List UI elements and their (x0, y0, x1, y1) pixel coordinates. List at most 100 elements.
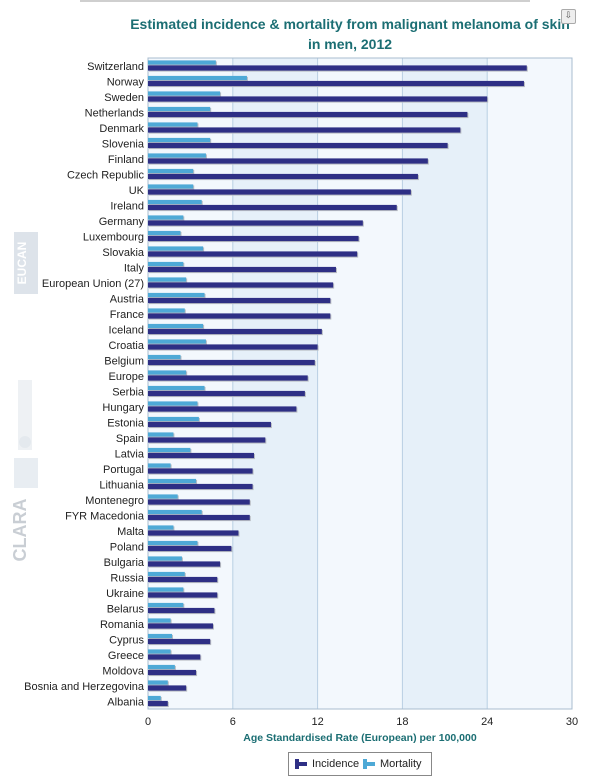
bar-incidence[interactable] (148, 685, 187, 691)
incidence-swatch-icon (295, 759, 307, 769)
legend-item-incidence[interactable]: Incidence (295, 757, 359, 771)
legend-item-mortality[interactable]: Mortality (363, 757, 422, 771)
bar-incidence[interactable] (148, 499, 250, 505)
bar-incidence[interactable] (148, 545, 232, 552)
bar-incidence[interactable] (148, 576, 218, 583)
bar-mortality[interactable] (148, 525, 174, 530)
bar-incidence[interactable] (148, 204, 397, 211)
bar-mortality[interactable] (148, 664, 175, 670)
bar-incidence[interactable] (148, 297, 331, 304)
bar-mortality[interactable] (148, 680, 168, 685)
bar-mortality[interactable] (148, 416, 199, 422)
bar-incidence[interactable] (148, 561, 221, 567)
bar-incidence[interactable] (148, 592, 218, 598)
bar-mortality[interactable] (148, 370, 187, 375)
bar-incidence[interactable] (148, 452, 254, 459)
bar-mortality[interactable] (148, 246, 204, 251)
bar-mortality[interactable] (148, 618, 171, 623)
bar-incidence[interactable] (148, 421, 271, 428)
category-label: Serbia (112, 386, 145, 398)
bar-incidence[interactable] (148, 266, 336, 273)
category-label: Czech Republic (67, 169, 145, 181)
bar-incidence[interactable] (148, 127, 461, 133)
bar-mortality[interactable] (148, 199, 202, 205)
bar-mortality[interactable] (148, 106, 211, 112)
bar-incidence[interactable] (148, 468, 253, 474)
bar-mortality[interactable] (148, 60, 216, 65)
bar-mortality[interactable] (148, 602, 184, 608)
bar-mortality[interactable] (148, 168, 194, 174)
bar-mortality[interactable] (148, 571, 185, 577)
bar-incidence[interactable] (148, 623, 214, 629)
bar-mortality[interactable] (148, 649, 171, 654)
bar-incidence[interactable] (148, 251, 358, 257)
bar-incidence[interactable] (148, 189, 411, 195)
category-label: FYR Macedonia (65, 510, 145, 522)
bar-mortality[interactable] (148, 122, 198, 127)
bar-incidence[interactable] (148, 111, 468, 118)
bar-mortality[interactable] (148, 215, 184, 220)
bar-incidence[interactable] (148, 80, 524, 87)
bar-mortality[interactable] (148, 695, 161, 701)
bar-incidence[interactable] (148, 344, 318, 350)
bar-incidence[interactable] (148, 142, 448, 149)
category-label: Greece (108, 650, 144, 662)
bar-mortality[interactable] (148, 540, 198, 546)
bar-mortality[interactable] (148, 354, 181, 360)
bar-mortality[interactable] (148, 292, 205, 298)
bar-incidence[interactable] (148, 638, 211, 645)
bar-mortality[interactable] (148, 137, 211, 143)
category-label: Bulgaria (104, 557, 145, 569)
bar-mortality[interactable] (148, 447, 191, 453)
bar-mortality[interactable] (148, 432, 174, 437)
download-icon[interactable]: ⇩ (561, 9, 576, 24)
bar-incidence[interactable] (148, 669, 197, 676)
bar-mortality[interactable] (148, 494, 178, 499)
category-label: Belgium (104, 355, 144, 367)
x-tick-label: 12 (311, 716, 323, 728)
bar-incidence[interactable] (148, 96, 488, 102)
bar-incidence[interactable] (148, 282, 334, 288)
bar-mortality[interactable] (148, 556, 182, 561)
bar-incidence[interactable] (148, 328, 322, 335)
bar-mortality[interactable] (148, 277, 187, 282)
bar-mortality[interactable] (148, 339, 206, 344)
bar-incidence[interactable] (148, 65, 527, 71)
legend-label-incidence: Incidence (312, 758, 360, 770)
bar-incidence[interactable] (148, 359, 315, 366)
bar-mortality[interactable] (148, 478, 197, 484)
plot-band (402, 58, 488, 709)
bar-mortality[interactable] (148, 91, 221, 96)
bar-mortality[interactable] (148, 261, 184, 267)
bar-mortality[interactable] (148, 401, 198, 406)
bar-incidence[interactable] (148, 483, 253, 490)
bar-incidence[interactable] (148, 375, 308, 381)
bar-incidence[interactable] (148, 173, 418, 180)
bar-mortality[interactable] (148, 75, 247, 81)
bar-incidence[interactable] (148, 437, 266, 443)
bar-incidence[interactable] (148, 390, 305, 397)
bar-mortality[interactable] (148, 633, 173, 639)
bar-incidence[interactable] (148, 514, 250, 521)
bar-incidence[interactable] (148, 700, 168, 707)
bar-mortality[interactable] (148, 184, 194, 189)
bar-mortality[interactable] (148, 230, 181, 236)
bar-mortality[interactable] (148, 385, 205, 391)
bar-incidence[interactable] (148, 313, 331, 319)
bar-incidence[interactable] (148, 406, 297, 412)
bar-incidence[interactable] (148, 530, 239, 536)
chart-title: Estimated incidence & mortality from mal… (130, 14, 570, 54)
bar-incidence[interactable] (148, 158, 428, 164)
bar-mortality[interactable] (148, 323, 204, 329)
bar-mortality[interactable] (148, 153, 206, 158)
bar-incidence[interactable] (148, 220, 363, 226)
bar-incidence[interactable] (148, 607, 215, 614)
bar-incidence[interactable] (148, 235, 359, 242)
category-label: Austria (110, 293, 145, 305)
bar-mortality[interactable] (148, 587, 184, 592)
bar-mortality[interactable] (148, 509, 202, 515)
x-tick-label: 6 (230, 716, 236, 728)
bar-incidence[interactable] (148, 654, 201, 660)
bar-mortality[interactable] (148, 308, 185, 313)
bar-mortality[interactable] (148, 463, 171, 468)
